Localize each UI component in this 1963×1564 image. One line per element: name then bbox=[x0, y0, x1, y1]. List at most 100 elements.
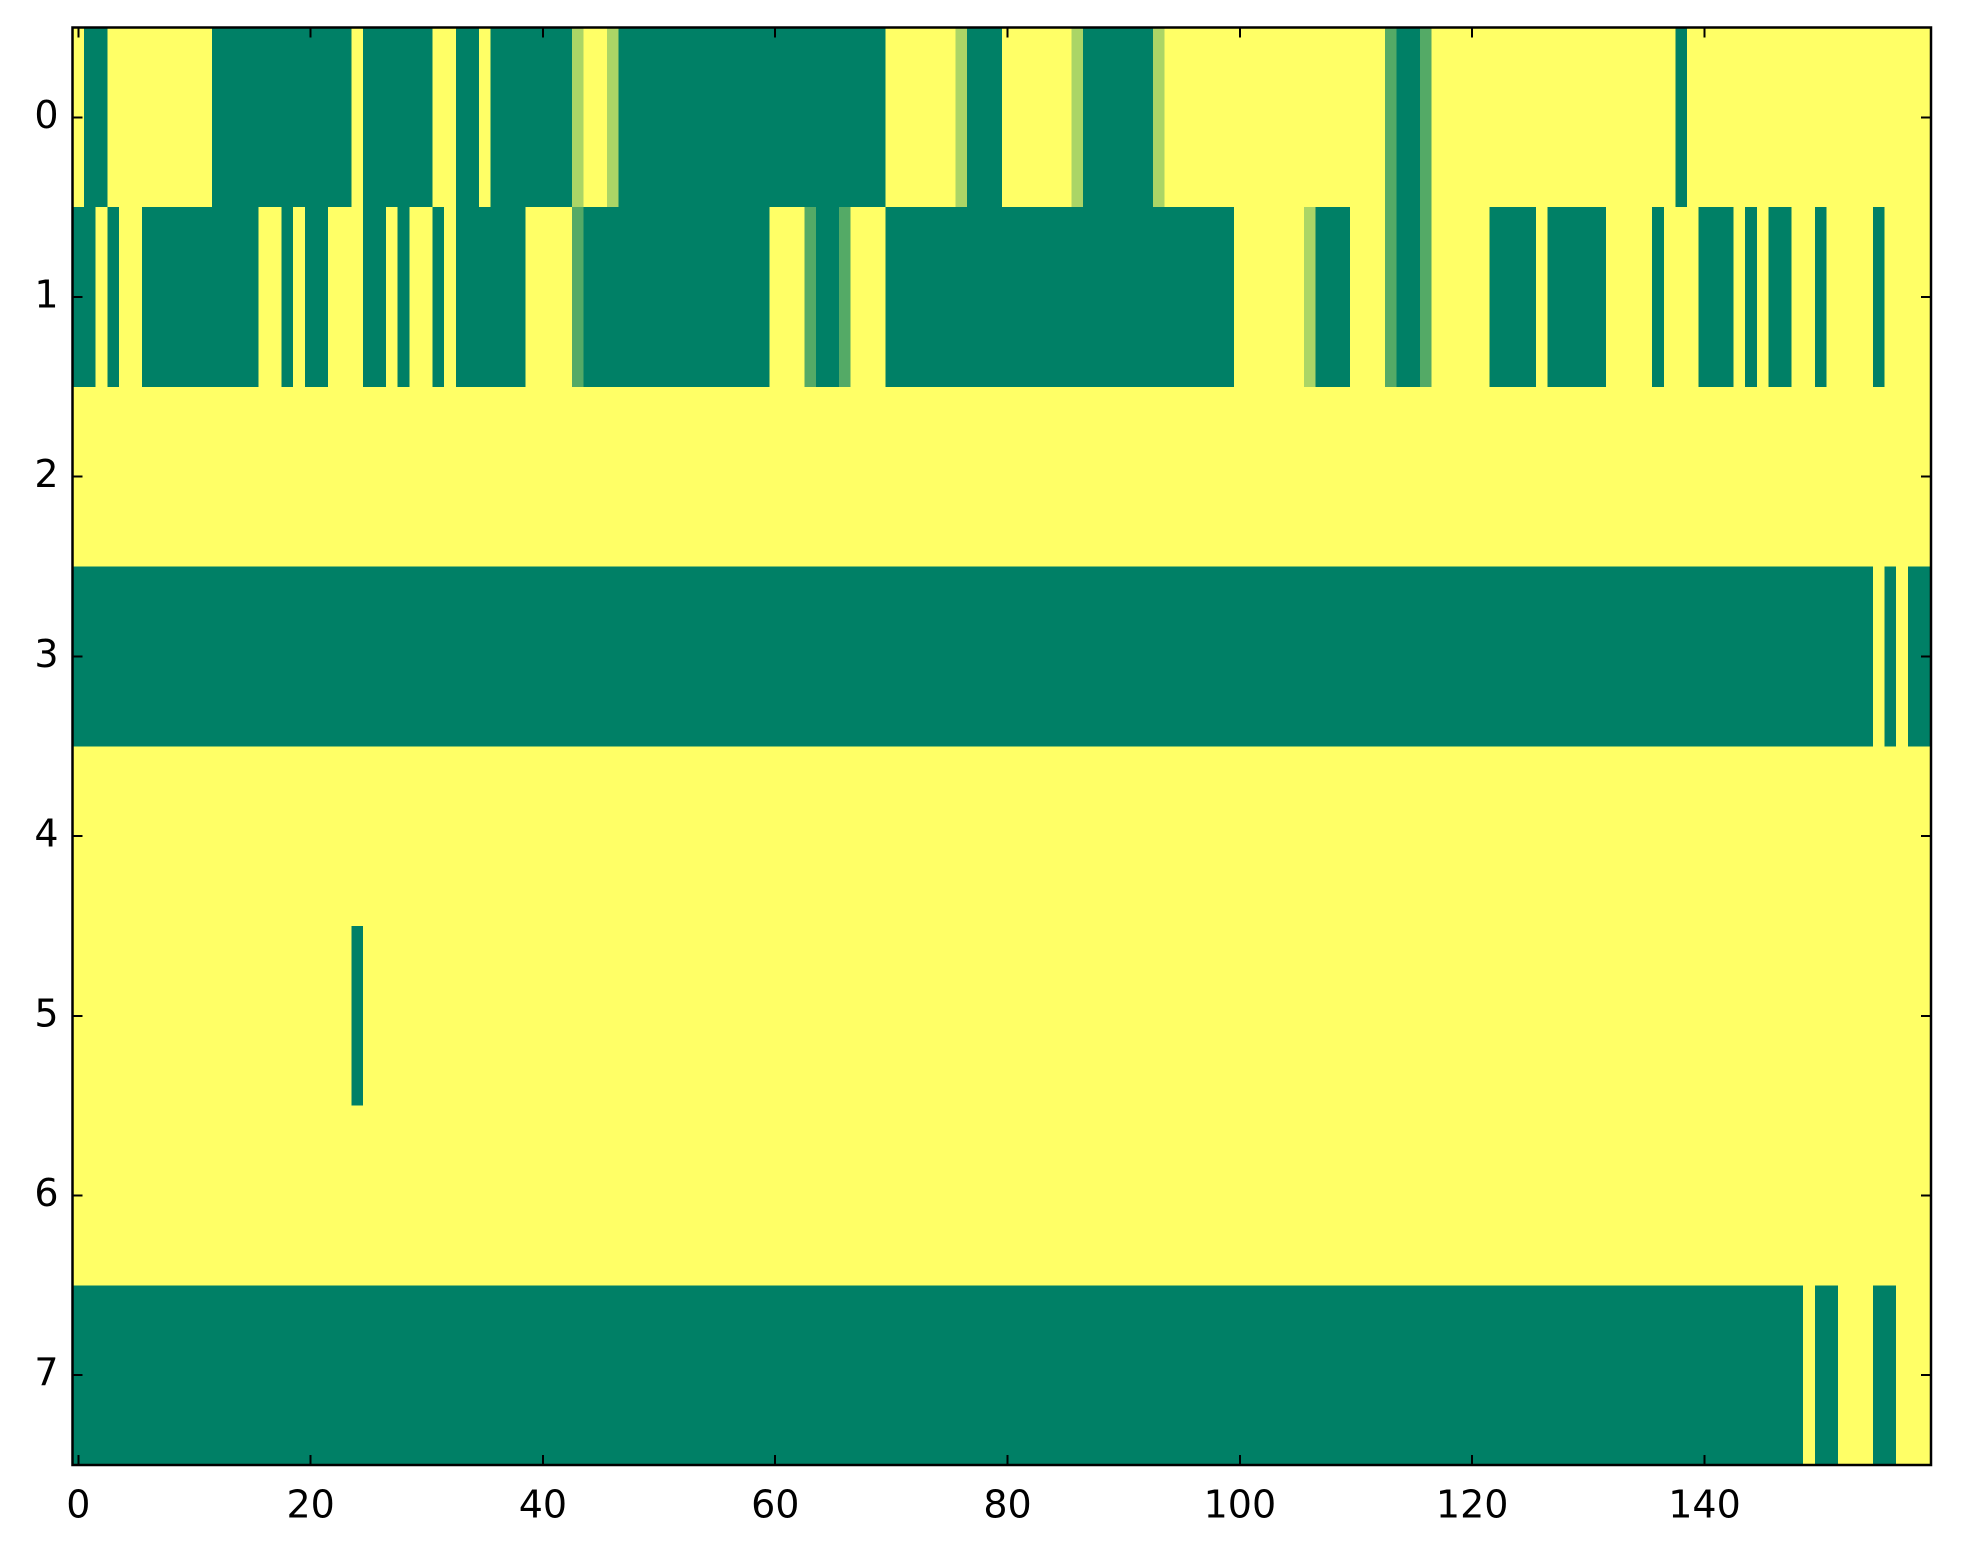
heatmap-cell bbox=[1013, 1105, 1026, 1286]
heatmap-cell bbox=[1779, 386, 1792, 567]
heatmap-cell bbox=[118, 925, 131, 1106]
heatmap-cell bbox=[1094, 1285, 1107, 1466]
heatmap-cell bbox=[908, 1285, 921, 1466]
heatmap-cell bbox=[1652, 207, 1665, 388]
heatmap-cell bbox=[339, 27, 352, 208]
heatmap-cell bbox=[1687, 1285, 1699, 1466]
heatmap-cell bbox=[153, 207, 166, 388]
heatmap-cell bbox=[839, 27, 852, 208]
heatmap-cell bbox=[1605, 207, 1618, 388]
heatmap-cell bbox=[235, 1105, 248, 1286]
heatmap-cell bbox=[1257, 1285, 1270, 1466]
heatmap-cell bbox=[1303, 1285, 1316, 1466]
heatmap-cell bbox=[548, 1285, 561, 1466]
x-tick-label: 0 bbox=[66, 1483, 90, 1527]
heatmap-cell bbox=[304, 1105, 317, 1286]
heatmap-cell bbox=[1024, 1105, 1037, 1286]
heatmap-cell bbox=[1779, 27, 1792, 208]
heatmap-cell bbox=[374, 746, 387, 927]
heatmap-cell bbox=[1884, 925, 1897, 1106]
y-tick-label: 1 bbox=[34, 273, 58, 317]
heatmap-cell bbox=[839, 566, 852, 747]
heatmap-cell bbox=[1547, 207, 1560, 388]
heatmap-cell bbox=[1338, 925, 1351, 1106]
heatmap-cell bbox=[1466, 386, 1479, 567]
heatmap-cell bbox=[1896, 1285, 1909, 1466]
heatmap-cell bbox=[328, 746, 340, 927]
heatmap-cell bbox=[1222, 566, 1235, 747]
heatmap-cell bbox=[571, 27, 584, 208]
heatmap-cell bbox=[1559, 27, 1572, 208]
heatmap-cell bbox=[1071, 207, 1084, 388]
heatmap-cell bbox=[211, 746, 224, 927]
heatmap-cell bbox=[862, 27, 875, 208]
heatmap-cell bbox=[1164, 207, 1177, 388]
heatmap-cell bbox=[897, 207, 910, 388]
heatmap-cell bbox=[792, 1105, 805, 1286]
heatmap-cell bbox=[630, 386, 642, 567]
heatmap-cell bbox=[966, 27, 979, 208]
heatmap-cell bbox=[1199, 1105, 1212, 1286]
heatmap-cell bbox=[1059, 925, 1072, 1106]
heatmap-cell bbox=[1675, 1285, 1688, 1466]
heatmap-cell bbox=[1756, 1285, 1769, 1466]
heatmap-cell bbox=[548, 207, 561, 388]
heatmap-cell bbox=[1292, 207, 1305, 388]
heatmap-cell bbox=[1361, 925, 1374, 1106]
heatmap-cell bbox=[1663, 386, 1676, 567]
heatmap-cell bbox=[1733, 925, 1746, 1106]
heatmap-cell bbox=[1013, 386, 1026, 567]
heatmap-cell bbox=[223, 27, 236, 208]
heatmap-cell bbox=[1454, 746, 1467, 927]
heatmap-cell bbox=[118, 746, 131, 927]
heatmap-cell bbox=[560, 1105, 573, 1286]
heatmap-cell bbox=[908, 386, 921, 567]
heatmap-cell bbox=[606, 207, 619, 388]
heatmap-cell bbox=[1872, 1105, 1885, 1286]
heatmap-cell bbox=[165, 1105, 178, 1286]
heatmap-cell bbox=[1721, 386, 1734, 567]
heatmap-cell bbox=[397, 746, 410, 927]
heatmap-cell bbox=[188, 566, 201, 747]
heatmap-cell bbox=[1501, 925, 1514, 1106]
heatmap-cell bbox=[711, 386, 724, 567]
heatmap-cell bbox=[1884, 566, 1897, 747]
heatmap-cell bbox=[537, 566, 550, 747]
heatmap-cell bbox=[293, 925, 306, 1106]
heatmap-cell bbox=[467, 1285, 480, 1466]
heatmap-cell bbox=[1199, 386, 1212, 567]
heatmap-cell bbox=[1640, 207, 1653, 388]
heatmap-cell bbox=[1024, 207, 1037, 388]
heatmap-cell bbox=[397, 27, 410, 208]
heatmap-cell bbox=[1779, 925, 1792, 1106]
heatmap-cell bbox=[688, 1105, 701, 1286]
heatmap-cell bbox=[1106, 207, 1119, 388]
heatmap-cell bbox=[1303, 925, 1316, 1106]
heatmap-cell bbox=[1907, 1285, 1920, 1466]
heatmap-cell bbox=[978, 207, 991, 388]
heatmap-cell bbox=[792, 1285, 805, 1466]
heatmap-cell bbox=[571, 746, 584, 927]
heatmap-cell bbox=[1094, 925, 1107, 1106]
heatmap-cell bbox=[304, 207, 317, 388]
heatmap-cell bbox=[362, 566, 375, 747]
heatmap-cell bbox=[200, 386, 213, 567]
heatmap-cell bbox=[420, 386, 433, 567]
heatmap-cell bbox=[641, 566, 654, 747]
heatmap-cell bbox=[386, 386, 399, 567]
heatmap-cell bbox=[630, 207, 642, 388]
heatmap-cell bbox=[1210, 746, 1223, 927]
heatmap-cell bbox=[560, 1285, 573, 1466]
heatmap-cell bbox=[955, 1105, 968, 1286]
heatmap-cell bbox=[1559, 1105, 1572, 1286]
heatmap-cell bbox=[1652, 925, 1665, 1106]
heatmap-cell bbox=[246, 27, 259, 208]
heatmap-cell bbox=[1001, 27, 1014, 208]
heatmap-cell bbox=[177, 746, 189, 927]
heatmap-cell bbox=[978, 746, 991, 927]
heatmap-cell bbox=[1768, 1285, 1781, 1466]
heatmap-cell bbox=[595, 207, 608, 388]
heatmap-cell bbox=[1814, 386, 1827, 567]
heatmap-cell bbox=[444, 27, 457, 208]
heatmap-cell bbox=[1303, 1105, 1316, 1286]
